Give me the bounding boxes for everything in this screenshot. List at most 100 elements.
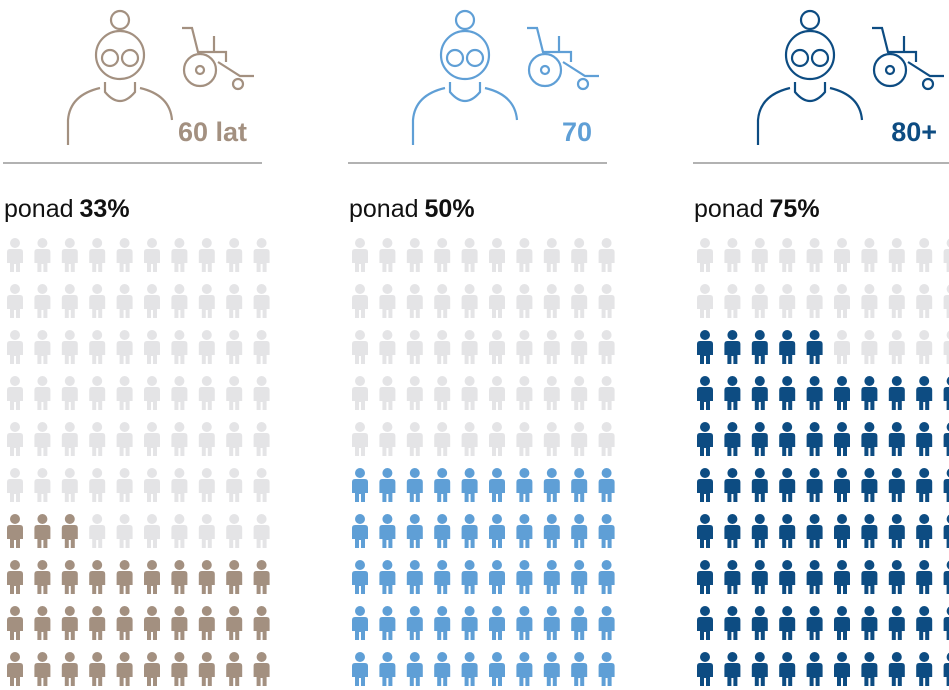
person-body <box>462 571 478 594</box>
person-empty <box>199 422 215 456</box>
person-filled <box>834 606 850 640</box>
person-empty <box>144 468 160 502</box>
person-empty <box>516 422 532 456</box>
person-empty <box>352 284 368 318</box>
value-number: 75% <box>770 195 820 223</box>
person-body <box>807 663 823 686</box>
person-filled <box>697 606 713 640</box>
person-body <box>34 617 50 640</box>
person-filled <box>489 468 505 502</box>
person-filled <box>462 560 478 594</box>
person-empty <box>7 422 23 456</box>
person-body <box>724 295 740 318</box>
person-filled <box>144 560 160 594</box>
person-body <box>434 571 450 594</box>
person-body <box>724 479 740 502</box>
person-body <box>889 295 905 318</box>
person-empty <box>89 284 105 318</box>
person-filled <box>599 514 615 548</box>
person-filled <box>434 652 450 686</box>
person-head <box>547 376 557 386</box>
person-head <box>574 606 584 616</box>
person-head <box>727 606 737 616</box>
person-empty <box>571 238 587 272</box>
person-head <box>65 560 75 570</box>
person-filled <box>462 514 478 548</box>
person-body <box>226 525 242 548</box>
person-head <box>410 560 420 570</box>
person-head <box>519 376 529 386</box>
person-filled <box>489 560 505 594</box>
person-head <box>355 606 365 616</box>
person-head <box>382 560 392 570</box>
person-body <box>254 663 270 686</box>
person-filled <box>807 606 823 640</box>
person-head <box>257 560 267 570</box>
person-head <box>355 238 365 248</box>
person-body <box>254 387 270 410</box>
person-body <box>199 479 215 502</box>
person-empty <box>254 330 270 364</box>
person-body <box>544 249 560 272</box>
person-body <box>724 571 740 594</box>
person-body <box>752 571 768 594</box>
person-body <box>144 479 160 502</box>
person-body <box>916 387 932 410</box>
person-body <box>379 617 395 640</box>
person-empty <box>171 514 187 548</box>
person-body <box>226 295 242 318</box>
person-filled <box>407 468 423 502</box>
person-head <box>919 652 929 662</box>
person-head <box>10 560 20 570</box>
person-head <box>382 468 392 478</box>
person-body <box>489 663 505 686</box>
person-body <box>34 249 50 272</box>
person-head <box>229 422 239 432</box>
person-head <box>355 330 365 340</box>
person-head <box>202 560 212 570</box>
person-body <box>34 295 50 318</box>
person-body <box>379 387 395 410</box>
person-filled <box>379 514 395 548</box>
person-head <box>755 468 765 478</box>
person-body <box>944 249 949 272</box>
person-head <box>574 422 584 432</box>
person-body <box>62 295 78 318</box>
person-body <box>599 571 615 594</box>
person-filled <box>834 560 850 594</box>
person-filled <box>571 468 587 502</box>
person-head <box>465 422 475 432</box>
person-body <box>407 617 423 640</box>
person-body <box>779 295 795 318</box>
person-body <box>199 341 215 364</box>
person-head <box>229 514 239 524</box>
person-head <box>10 284 20 294</box>
person-head <box>919 376 929 386</box>
person-head <box>437 284 447 294</box>
person-empty <box>226 330 242 364</box>
person-head <box>602 652 612 662</box>
person-body <box>861 525 877 548</box>
person-body <box>516 525 532 548</box>
person-body <box>834 387 850 410</box>
person-filled <box>807 652 823 686</box>
person-head <box>10 422 20 432</box>
person-empty <box>724 284 740 318</box>
person-empty <box>226 376 242 410</box>
person-empty <box>62 284 78 318</box>
person-body <box>462 295 478 318</box>
person-head <box>837 284 847 294</box>
person-empty <box>89 330 105 364</box>
person-empty <box>571 422 587 456</box>
person-body <box>916 663 932 686</box>
person-head <box>229 284 239 294</box>
person-body <box>89 249 105 272</box>
person-body <box>724 617 740 640</box>
person-head <box>410 238 420 248</box>
person-head <box>574 238 584 248</box>
person-head <box>892 330 902 340</box>
person-filled <box>724 468 740 502</box>
person-body <box>489 341 505 364</box>
person-head <box>810 376 820 386</box>
person-body <box>7 341 23 364</box>
